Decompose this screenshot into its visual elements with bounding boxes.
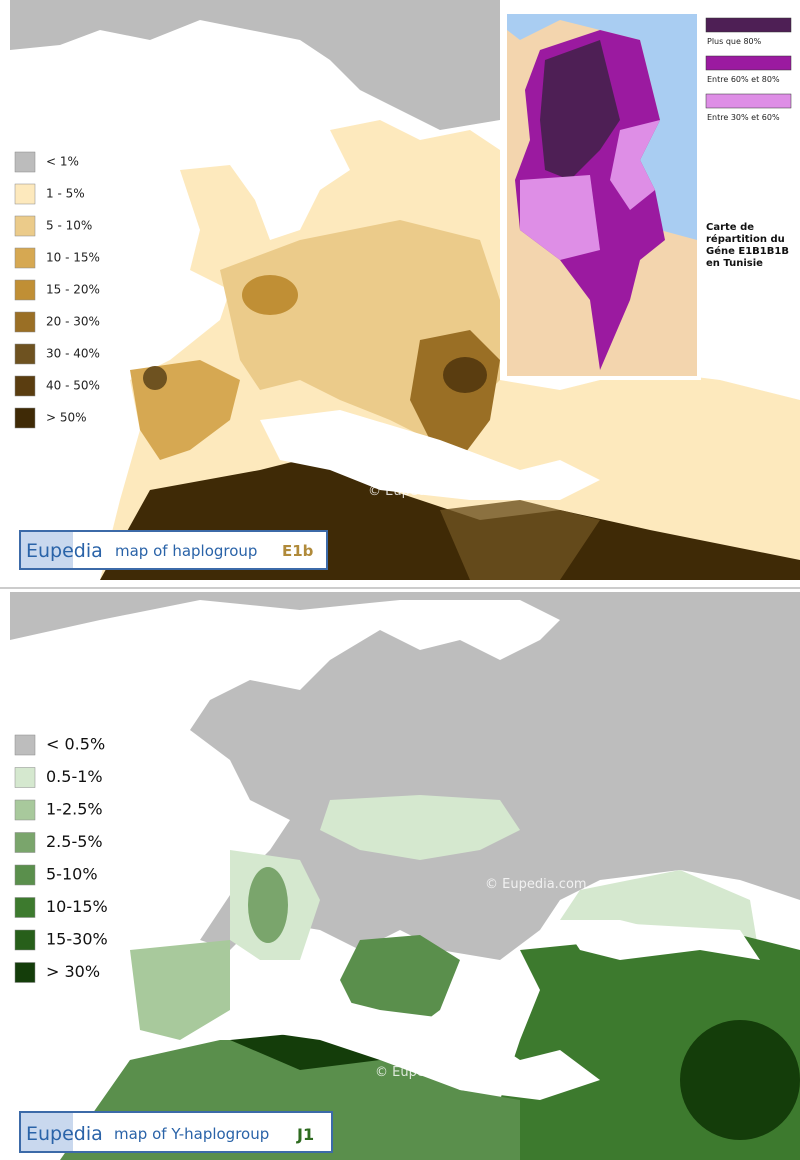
legend-label: 0.5-1%	[46, 767, 103, 786]
legend-swatch	[14, 311, 36, 333]
inset-sea	[507, 14, 697, 240]
inset-caption: Carte de répartition du Géne E1B1B1B en …	[706, 222, 792, 269]
legend-label: 5-10%	[46, 865, 98, 884]
legend-swatch	[14, 734, 36, 756]
mediterranean	[260, 410, 600, 500]
legend-swatch	[14, 183, 36, 205]
legend-swatch	[14, 343, 36, 365]
legend-label: 10 - 15%	[46, 251, 100, 265]
mediterranean	[240, 990, 600, 1100]
watermark: © Eupedia.com	[368, 484, 470, 499]
watermark: © Eupedia.com	[485, 877, 587, 892]
legend-label: 1-2.5%	[46, 800, 103, 819]
legend-label: > 50%	[46, 411, 87, 425]
land-gray	[10, 0, 500, 130]
legend-swatch	[14, 929, 36, 951]
banner-text: map of Y-haplogroup	[114, 1125, 269, 1143]
inset-label: Entre 30% et 60%	[707, 113, 780, 122]
inset-legend: Plus que 80% Entre 60% et 80% Entre 30% et…	[705, 17, 792, 122]
legend-swatch	[14, 407, 36, 429]
egypt	[440, 500, 600, 580]
legend-swatch	[14, 799, 36, 821]
legend-label: 40 - 50%	[46, 379, 100, 393]
legend-label: 2.5-5%	[46, 832, 103, 851]
inset-swatch	[705, 55, 792, 71]
legend-label: 30 - 40%	[46, 347, 100, 361]
legend-swatch	[14, 897, 36, 918]
legend-label: 15-30%	[46, 930, 108, 949]
legend-label: 20 - 30%	[46, 315, 100, 329]
legend-label: 10-15%	[46, 897, 108, 916]
legend-swatch	[14, 767, 36, 788]
tunisia-high	[540, 40, 620, 180]
legend-swatch	[14, 832, 36, 853]
legend-swatch	[14, 215, 36, 237]
legend-swatch	[14, 375, 36, 397]
legend-swatch	[14, 962, 36, 983]
legend-label: < 1%	[46, 155, 79, 169]
inset-label: Entre 60% et 80%	[707, 75, 780, 84]
banner-brand: Eupedia	[26, 540, 103, 562]
inset-swatch	[705, 93, 792, 109]
watermark: © Eupedia.com	[375, 1065, 477, 1080]
land-gray	[10, 592, 800, 960]
banner-text: map of haplogroup	[115, 542, 257, 560]
legend-label: > 30%	[46, 962, 100, 981]
tunisia-coast	[610, 120, 660, 210]
legend-label: 15 - 20%	[46, 283, 100, 297]
map-e1b: © Eupedia.com Carte de répartition du Gé…	[10, 0, 800, 580]
banner-flag	[21, 1113, 73, 1151]
legend: < 0.5% 0.5-1% 1-2.5% 2.5-5% 5-10% 10-15% 15-30…	[14, 734, 108, 983]
banner-flag	[21, 532, 73, 568]
iberia-spot	[143, 366, 167, 390]
legend-label: < 0.5%	[46, 735, 105, 754]
legend-swatch	[14, 864, 36, 886]
banner-brand: Eupedia	[26, 1123, 103, 1145]
legend-label: 1 - 5%	[46, 187, 85, 201]
arabia-core	[680, 1020, 800, 1140]
poland	[320, 795, 520, 860]
map-j1: © Eupedia.com © Eupedia.com < 0.5% 0.5-1%…	[0, 590, 800, 1160]
legend-swatch	[14, 279, 36, 301]
legend: < 1% 1 - 5% 5 - 10% 10 - 15% 15 - 20% 20 - 30…	[14, 151, 100, 429]
banner-haplogroup: J1	[296, 1125, 314, 1144]
inset-swatch	[705, 17, 792, 33]
inset-label: Plus que 80%	[707, 37, 762, 46]
legend-swatch	[14, 247, 36, 269]
black-sea	[560, 920, 760, 960]
balkans-core	[443, 357, 487, 393]
france-spot	[242, 275, 298, 315]
france-spot	[248, 867, 288, 943]
tunisia-west	[520, 175, 600, 260]
banner-haplogroup: E1b	[282, 542, 314, 560]
legend-swatch	[14, 151, 36, 173]
legend-label: 5 - 10%	[46, 219, 92, 233]
iberia	[130, 940, 230, 1040]
